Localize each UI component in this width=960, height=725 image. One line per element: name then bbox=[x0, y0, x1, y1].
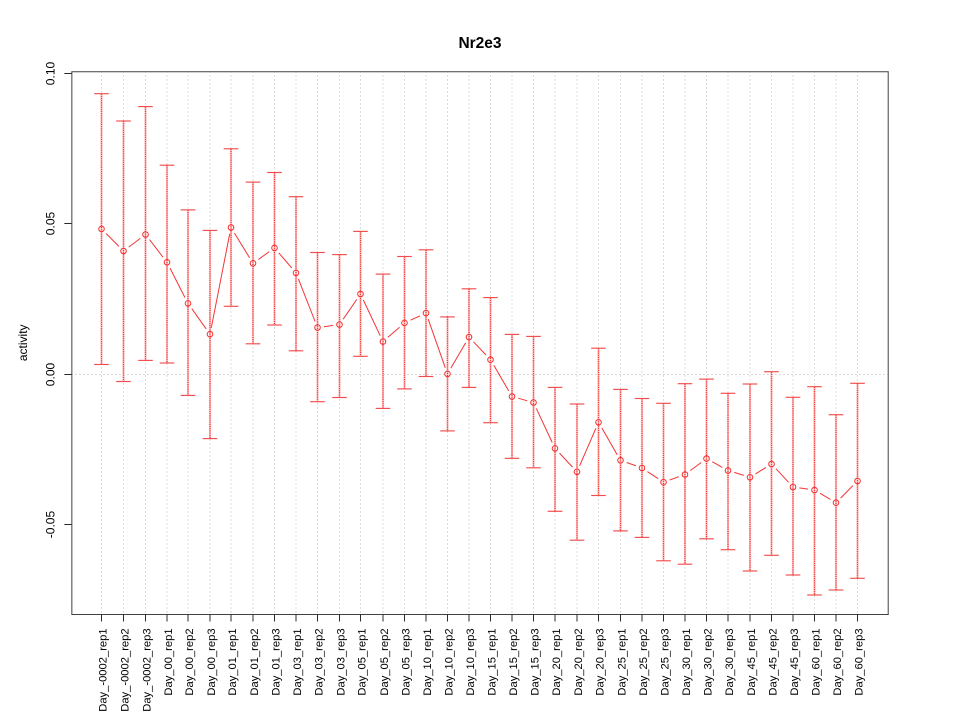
svg-text:Day_15_rep3: Day_15_rep3 bbox=[529, 628, 541, 695]
svg-text:Day_03_rep3: Day_03_rep3 bbox=[335, 628, 347, 695]
svg-text:Day_-0002_rep1: Day_-0002_rep1 bbox=[97, 628, 109, 711]
svg-text:Day_01_rep3: Day_01_rep3 bbox=[270, 628, 282, 695]
svg-text:Day_03_rep1: Day_03_rep1 bbox=[292, 628, 304, 695]
svg-text:Day_25_rep2: Day_25_rep2 bbox=[638, 628, 650, 695]
svg-text:Day_25_rep3: Day_25_rep3 bbox=[659, 628, 671, 695]
svg-text:Day_15_rep1: Day_15_rep1 bbox=[486, 628, 498, 695]
svg-text:Day_05_rep1: Day_05_rep1 bbox=[356, 628, 368, 695]
svg-text:activity: activity bbox=[16, 324, 30, 361]
svg-text:Day_01_rep2: Day_01_rep2 bbox=[249, 628, 261, 695]
svg-text:Day_30_rep1: Day_30_rep1 bbox=[681, 628, 693, 695]
svg-text:Day_30_rep2: Day_30_rep2 bbox=[702, 628, 714, 695]
svg-text:Day_10_rep3: Day_10_rep3 bbox=[465, 628, 477, 695]
svg-text:Day_10_rep2: Day_10_rep2 bbox=[443, 628, 455, 695]
svg-text:Day_60_rep1: Day_60_rep1 bbox=[810, 628, 822, 695]
svg-text:Day_45_rep3: Day_45_rep3 bbox=[789, 628, 801, 695]
svg-text:0.10: 0.10 bbox=[44, 61, 58, 85]
svg-text:Day_00_rep2: Day_00_rep2 bbox=[184, 628, 196, 695]
svg-text:Day_60_rep2: Day_60_rep2 bbox=[832, 628, 844, 695]
svg-text:Day_05_rep3: Day_05_rep3 bbox=[400, 628, 412, 695]
svg-text:Day_-0002_rep2: Day_-0002_rep2 bbox=[119, 628, 131, 711]
svg-text:Day_45_rep2: Day_45_rep2 bbox=[767, 628, 779, 695]
svg-text:Day_25_rep1: Day_25_rep1 bbox=[616, 628, 628, 695]
svg-text:Day_10_rep1: Day_10_rep1 bbox=[422, 628, 434, 695]
svg-text:Day_60_rep3: Day_60_rep3 bbox=[853, 628, 865, 695]
svg-text:Day_20_rep3: Day_20_rep3 bbox=[594, 628, 606, 695]
svg-text:Day_05_rep2: Day_05_rep2 bbox=[379, 628, 391, 695]
svg-text:Day_-0002_rep3: Day_-0002_rep3 bbox=[141, 628, 153, 711]
svg-text:Day_00_rep1: Day_00_rep1 bbox=[163, 628, 175, 695]
svg-text:Day_30_rep3: Day_30_rep3 bbox=[724, 628, 736, 695]
svg-text:Day_15_rep2: Day_15_rep2 bbox=[508, 628, 520, 695]
svg-text:Day_45_rep1: Day_45_rep1 bbox=[746, 628, 758, 695]
svg-text:Nr2e3: Nr2e3 bbox=[458, 35, 501, 52]
svg-text:Day_20_rep1: Day_20_rep1 bbox=[551, 628, 563, 695]
svg-text:0.00: 0.00 bbox=[44, 362, 58, 386]
svg-text:Day_01_rep1: Day_01_rep1 bbox=[227, 628, 239, 695]
svg-text:Day_03_rep2: Day_03_rep2 bbox=[313, 628, 325, 695]
svg-text:0.05: 0.05 bbox=[44, 211, 58, 235]
svg-text:Day_20_rep2: Day_20_rep2 bbox=[573, 628, 585, 695]
svg-text:Day_00_rep3: Day_00_rep3 bbox=[206, 628, 218, 695]
svg-text:-0.05: -0.05 bbox=[44, 511, 58, 539]
